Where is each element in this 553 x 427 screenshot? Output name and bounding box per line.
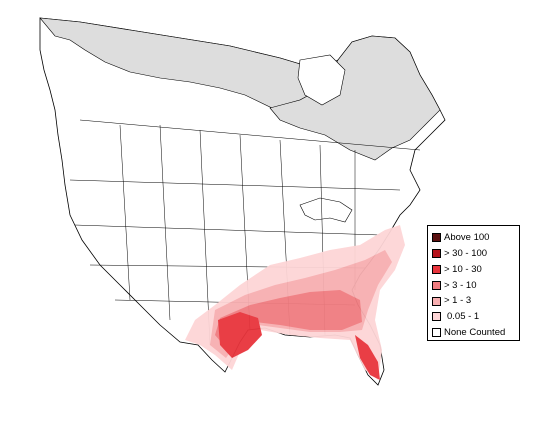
legend-swatch [432, 233, 441, 243]
no-data-region-east [269, 35, 441, 161]
legend-swatch [432, 280, 441, 290]
legend-swatch [432, 328, 441, 338]
abundance-hotspot-texas [218, 312, 262, 358]
region-borders [69, 119, 421, 346]
abundance-band-high [215, 290, 362, 350]
legend-label: None Counted [444, 326, 506, 338]
legend-label: > 10 - 30 [444, 263, 482, 275]
legend-swatch [432, 312, 441, 322]
land-layer [39, 17, 446, 386]
legend-label: 0.05 - 1 [447, 311, 480, 323]
legend-item: Above 100 [432, 230, 516, 246]
no-data-region-west [39, 17, 323, 109]
legend-item: > 1 - 3 [432, 293, 516, 309]
legend-item: 0.05 - 1 [432, 309, 516, 325]
hudson-bay [297, 54, 346, 106]
legend-swatch [432, 264, 441, 274]
legend-item: > 30 - 100 [432, 246, 516, 262]
legend-label: > 30 - 100 [444, 247, 488, 259]
legend-label: > 1 - 3 [444, 295, 472, 307]
abundance-overlay [185, 225, 405, 380]
legend-item: > 3 - 10 [432, 277, 516, 293]
legend-label: Above 100 [444, 232, 490, 244]
legend-swatch [432, 296, 441, 306]
legend-swatch [432, 249, 441, 259]
map-legend: Above 100 > 30 - 100 > 10 - 30 > 3 - 10 > 1 … [427, 225, 520, 341]
great-lakes [299, 197, 353, 223]
abundance-hotspot-florida [355, 335, 380, 380]
legend-item: None Counted [432, 325, 516, 341]
legend-label: > 3 - 10 [444, 279, 477, 291]
legend-item: > 10 - 30 [432, 262, 516, 278]
